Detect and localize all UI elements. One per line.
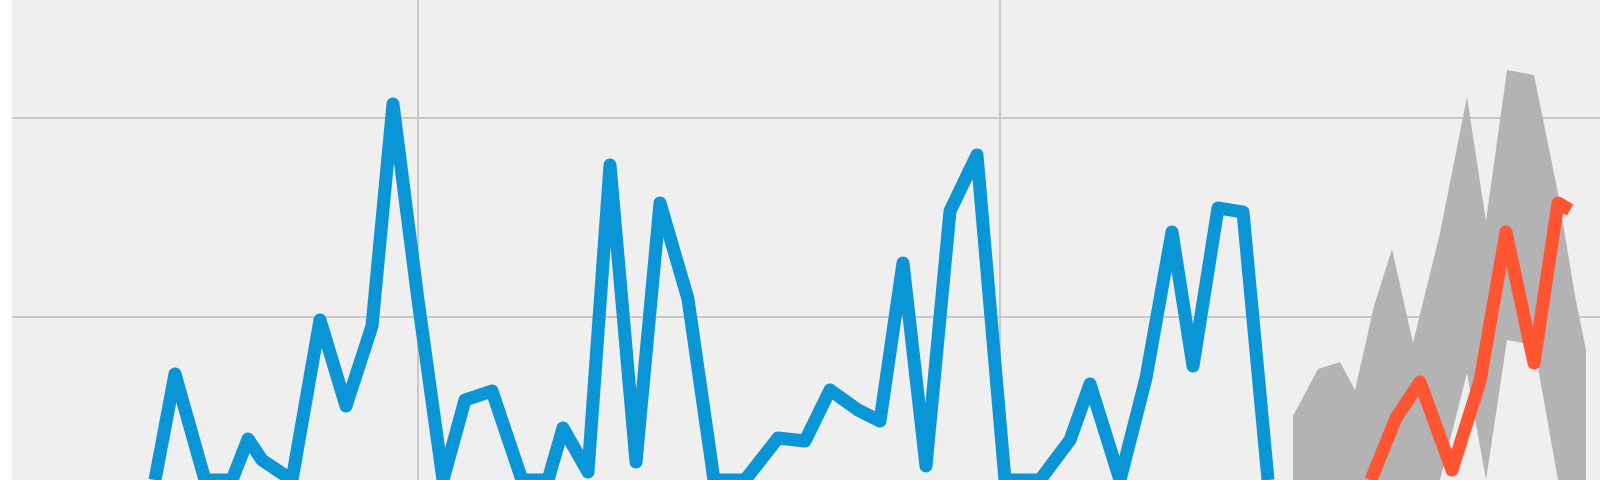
series-layer (148, 97, 1574, 480)
confidence-band-layer (1293, 70, 1586, 480)
forecast-confidence-band (1293, 70, 1586, 480)
grid-lines (12, 0, 1600, 480)
forecast-series-line (1364, 196, 1574, 480)
history-series-line (148, 97, 1275, 480)
